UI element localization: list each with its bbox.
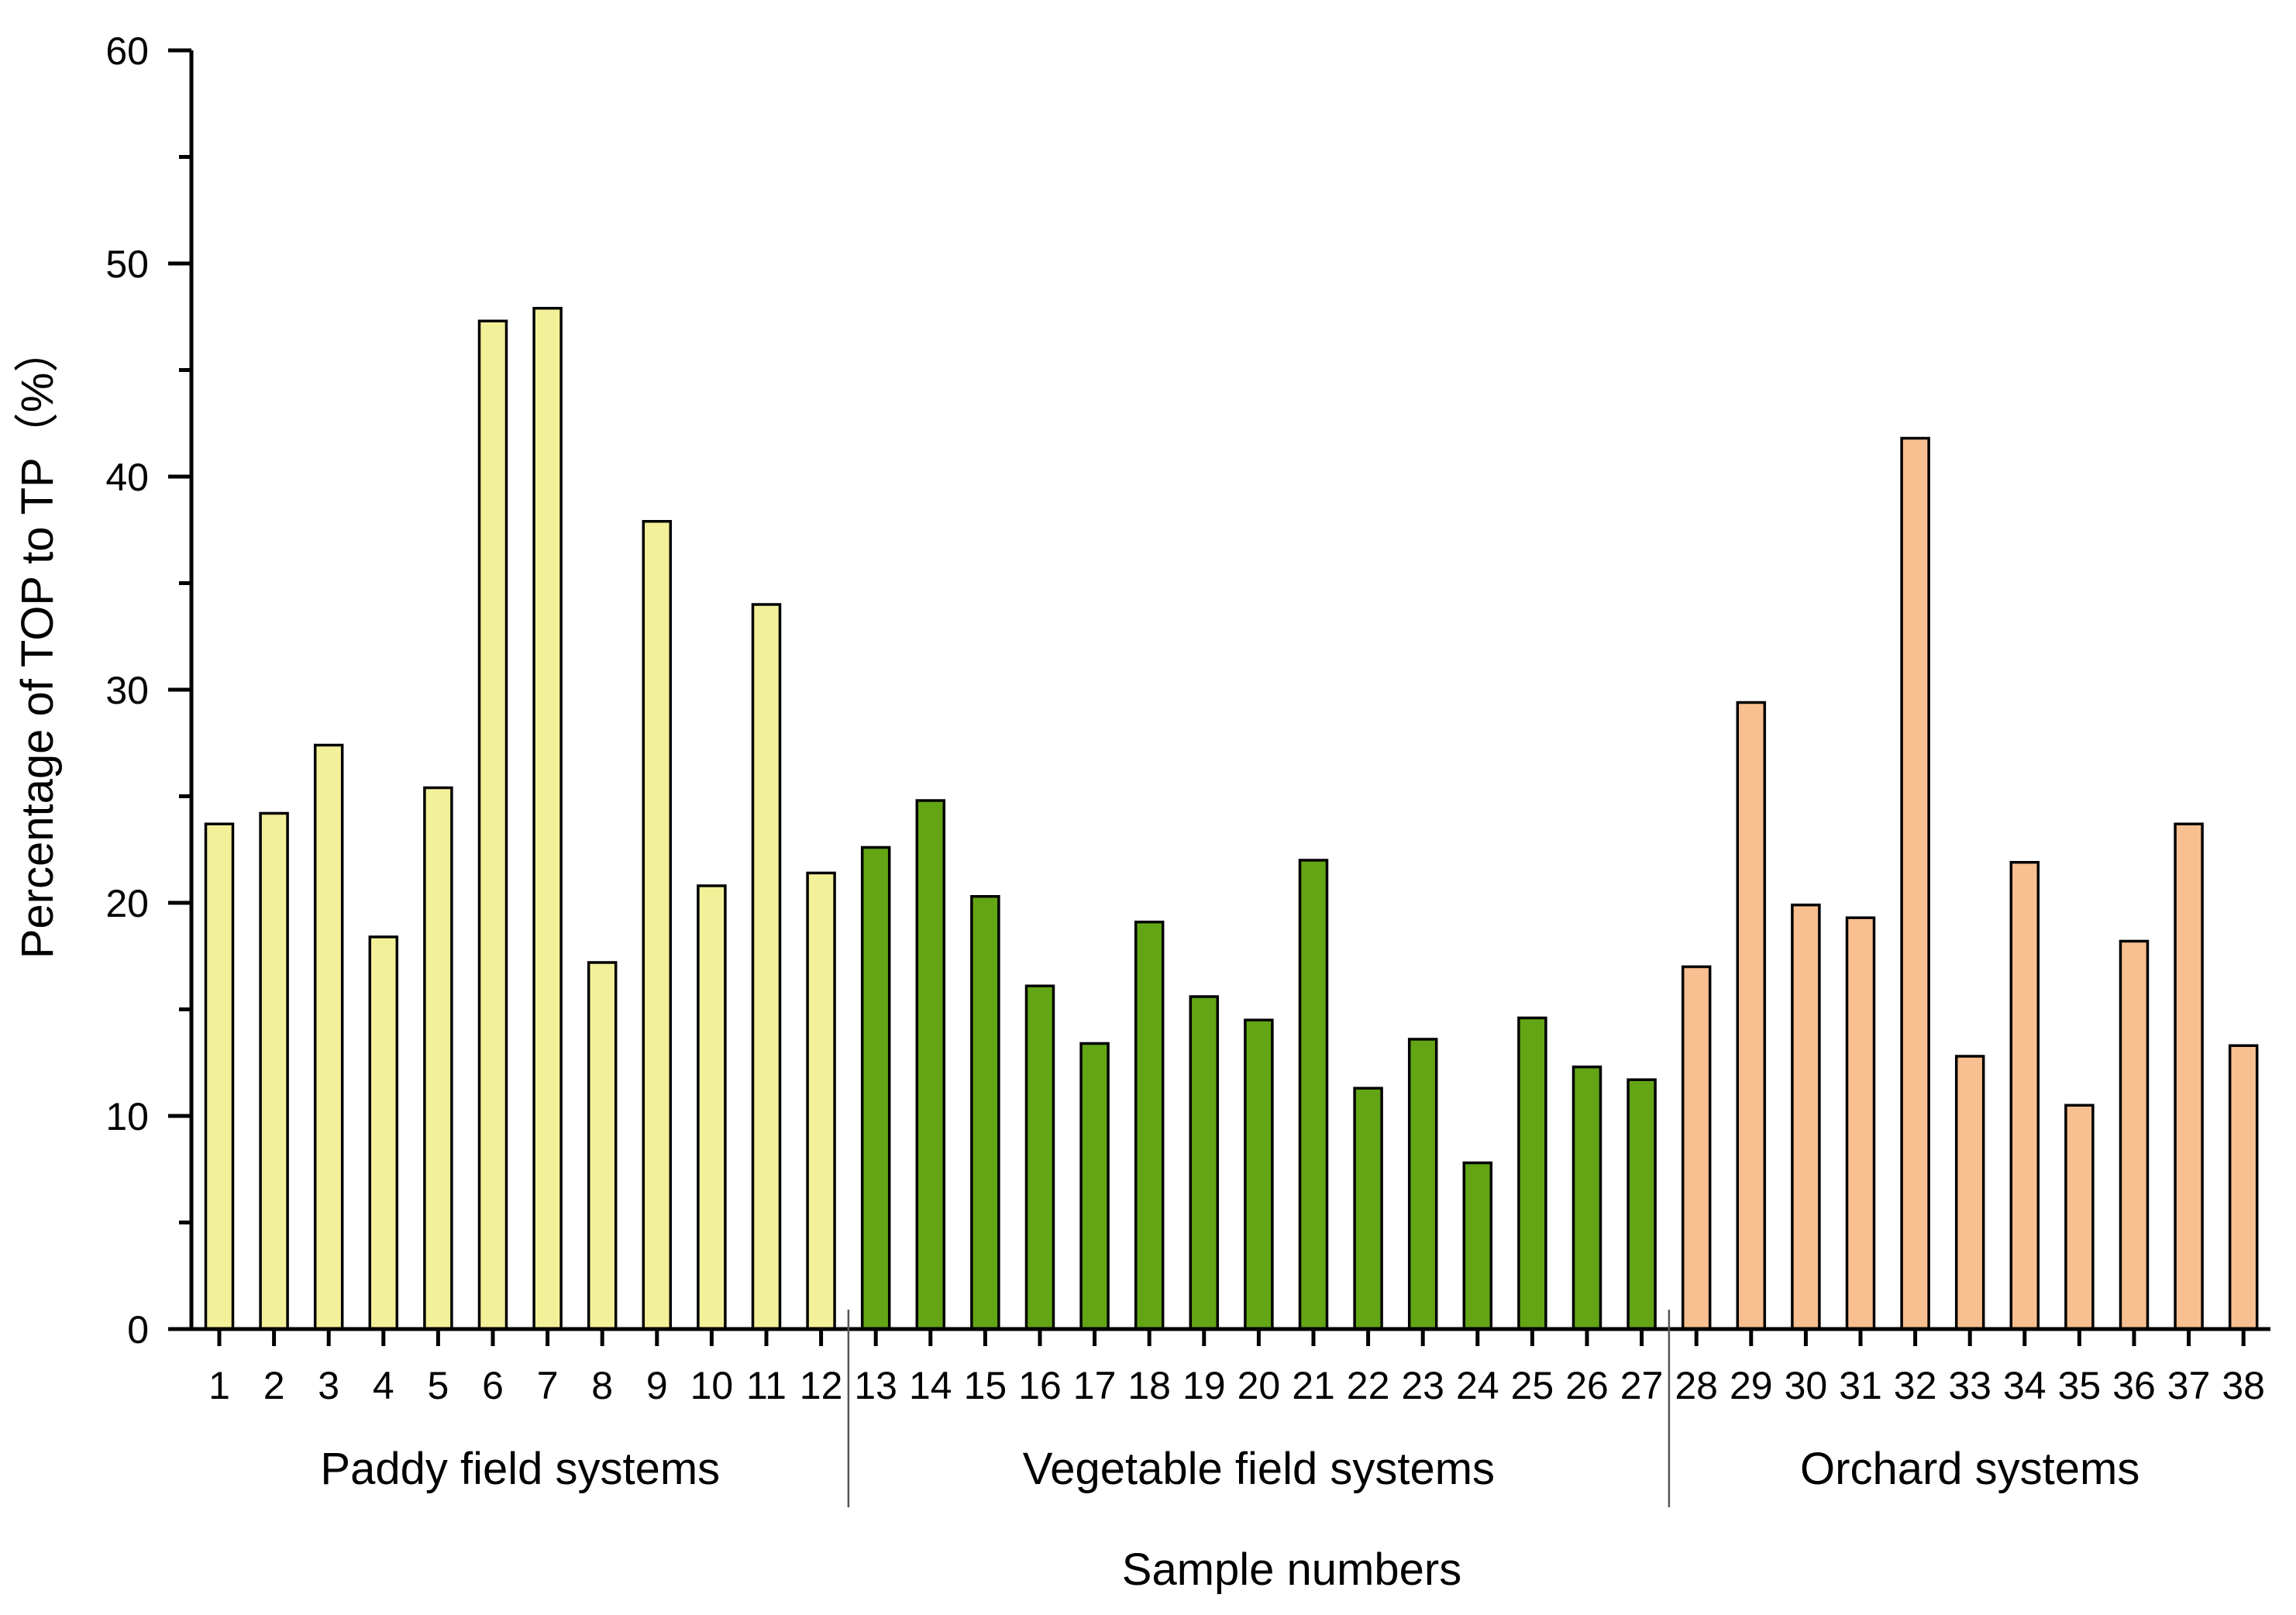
y-tick-label-20: 20 (105, 882, 149, 925)
x-tick-label-11: 11 (746, 1364, 787, 1407)
x-tick-label-20: 20 (1237, 1364, 1281, 1407)
bar-sample-34 (2009, 861, 2040, 1331)
bar-sample-29 (1736, 701, 1767, 1331)
bar-sample-24 (1462, 1161, 1493, 1331)
bar-sample-15 (970, 895, 1000, 1331)
x-tick-label-7: 7 (537, 1364, 559, 1407)
y-axis-title: Percentage of TOP to TP（%） (12, 328, 63, 959)
bar-sample-33 (1954, 1055, 1985, 1331)
x-tick-label-33: 33 (1948, 1364, 1991, 1407)
bar-sample-2 (259, 811, 289, 1331)
x-axis-title: Sample numbers (1122, 1544, 1461, 1595)
x-tick-label-30: 30 (1785, 1364, 1828, 1407)
bar-sample-28 (1681, 965, 1712, 1331)
x-tick-label-9: 9 (646, 1364, 668, 1407)
bar-sample-10 (697, 884, 727, 1331)
y-tick-label-50: 50 (105, 243, 149, 286)
bar-sample-31 (1845, 916, 1876, 1331)
bar-sample-30 (1791, 904, 1821, 1331)
x-tick-label-23: 23 (1401, 1364, 1444, 1407)
group-label-1: Paddy field systems (320, 1444, 720, 1494)
x-tick-label-25: 25 (1511, 1364, 1554, 1407)
x-tick-label-18: 18 (1127, 1364, 1171, 1407)
x-tick-label-38: 38 (2222, 1364, 2265, 1407)
bar-sample-6 (477, 319, 508, 1331)
bar-sample-25 (1517, 1016, 1547, 1331)
bar-sample-4 (368, 935, 399, 1331)
bar-sample-37 (2174, 822, 2204, 1331)
bar-sample-19 (1189, 995, 1220, 1331)
y-tick-label-40: 40 (105, 456, 149, 499)
x-tick-label-12: 12 (800, 1364, 843, 1407)
x-tick-label-28: 28 (1675, 1364, 1718, 1407)
x-tick-label-1: 1 (208, 1364, 230, 1407)
bar-sample-17 (1079, 1042, 1110, 1331)
x-tick-label-14: 14 (909, 1364, 952, 1407)
bar-sample-22 (1353, 1086, 1383, 1331)
bar-sample-38 (2228, 1044, 2259, 1331)
y-tick-label-30: 30 (105, 669, 149, 712)
x-tick-label-29: 29 (1730, 1364, 1773, 1407)
x-tick-label-10: 10 (690, 1364, 734, 1407)
x-tick-label-22: 22 (1347, 1364, 1390, 1407)
bar-sample-21 (1298, 859, 1329, 1331)
x-tick-label-3: 3 (318, 1364, 339, 1407)
x-tick-label-24: 24 (1456, 1364, 1499, 1407)
x-tick-label-35: 35 (2058, 1364, 2102, 1407)
bar-sample-18 (1134, 921, 1165, 1331)
x-tick-label-34: 34 (2003, 1364, 2046, 1407)
x-tick-label-37: 37 (2167, 1364, 2211, 1407)
bars-layer (204, 307, 2259, 1331)
bar-sample-9 (642, 520, 673, 1331)
bar-sample-27 (1626, 1078, 1657, 1331)
bar-sample-11 (751, 603, 782, 1331)
bar-sample-32 (1900, 436, 1930, 1331)
bar-sample-23 (1407, 1038, 1438, 1331)
x-tick-label-17: 17 (1073, 1364, 1117, 1407)
y-tick-label-60: 60 (105, 29, 149, 73)
x-tick-label-36: 36 (2112, 1364, 2156, 1407)
y-tick-label-0: 0 (127, 1308, 149, 1352)
bar-sample-7 (532, 307, 563, 1331)
group-label-2: Vegetable field systems (1023, 1444, 1495, 1494)
x-tick-label-6: 6 (482, 1364, 504, 1407)
x-tick-label-2: 2 (263, 1364, 285, 1407)
x-tick-label-26: 26 (1565, 1364, 1609, 1407)
bar-sample-20 (1244, 1018, 1274, 1331)
bar-sample-36 (2119, 939, 2150, 1331)
group-label-3: Orchard systems (1800, 1444, 2139, 1494)
x-tick-label-31: 31 (1839, 1364, 1882, 1407)
bar-sample-3 (313, 743, 344, 1331)
bar-sample-5 (423, 786, 453, 1331)
bar-sample-1 (204, 822, 235, 1331)
x-tick-label-8: 8 (591, 1364, 613, 1407)
x-tick-label-5: 5 (427, 1364, 449, 1407)
y-tick-label-10: 10 (105, 1095, 149, 1138)
x-tick-label-15: 15 (964, 1364, 1007, 1407)
bar-sample-14 (915, 799, 946, 1331)
bar-sample-8 (587, 961, 618, 1331)
bar-sample-12 (806, 871, 836, 1331)
x-tick-label-13: 13 (854, 1364, 897, 1407)
bar-sample-16 (1024, 984, 1055, 1331)
bar-sample-26 (1571, 1066, 1602, 1331)
x-tick-label-32: 32 (1894, 1364, 1937, 1407)
x-tick-label-21: 21 (1292, 1364, 1335, 1407)
x-tick-label-27: 27 (1620, 1364, 1664, 1407)
bar-sample-35 (2064, 1104, 2095, 1331)
x-tick-label-4: 4 (373, 1364, 394, 1407)
x-tick-label-16: 16 (1018, 1364, 1062, 1407)
bar-sample-13 (860, 845, 891, 1331)
x-tick-label-19: 19 (1182, 1364, 1226, 1407)
